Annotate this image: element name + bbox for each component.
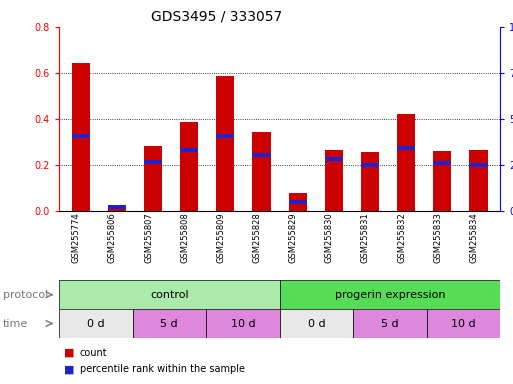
Text: percentile rank within the sample: percentile rank within the sample	[80, 364, 245, 374]
Bar	[433, 161, 451, 165]
Bar	[361, 163, 379, 167]
Bar	[361, 152, 379, 211]
Bar	[132, 309, 206, 338]
Bar	[206, 309, 280, 338]
Text: 0 d: 0 d	[87, 318, 105, 329]
Bar	[180, 148, 198, 152]
Bar	[59, 280, 280, 309]
Bar	[469, 163, 487, 167]
Bar	[72, 134, 90, 138]
Bar	[433, 151, 451, 211]
Bar	[252, 153, 270, 157]
Bar	[108, 205, 126, 209]
Text: protocol: protocol	[3, 290, 48, 300]
Bar	[216, 76, 234, 211]
Text: 10 d: 10 d	[451, 318, 476, 329]
Bar	[144, 146, 162, 211]
Bar	[108, 205, 126, 211]
Bar	[397, 114, 415, 211]
Bar	[353, 309, 427, 338]
Bar	[280, 280, 500, 309]
Bar	[325, 157, 343, 161]
Bar	[216, 134, 234, 138]
Bar	[427, 309, 500, 338]
Text: 5 d: 5 d	[161, 318, 178, 329]
Bar	[144, 160, 162, 164]
Bar	[252, 132, 270, 211]
Bar	[280, 309, 353, 338]
Text: 5 d: 5 d	[381, 318, 399, 329]
Bar	[469, 150, 487, 211]
Text: time: time	[3, 318, 28, 329]
Text: 0 d: 0 d	[307, 318, 325, 329]
Text: 10 d: 10 d	[230, 318, 255, 329]
Text: count: count	[80, 348, 107, 358]
Bar	[397, 146, 415, 150]
Text: progerin expression: progerin expression	[334, 290, 445, 300]
Bar	[180, 122, 198, 211]
Bar	[325, 150, 343, 211]
Bar	[59, 309, 132, 338]
Text: ■: ■	[64, 348, 74, 358]
Text: control: control	[150, 290, 189, 300]
Bar	[72, 63, 90, 211]
Bar	[289, 200, 307, 204]
Bar	[289, 193, 307, 211]
Text: GDS3495 / 333057: GDS3495 / 333057	[151, 10, 283, 23]
Text: ■: ■	[64, 364, 74, 374]
